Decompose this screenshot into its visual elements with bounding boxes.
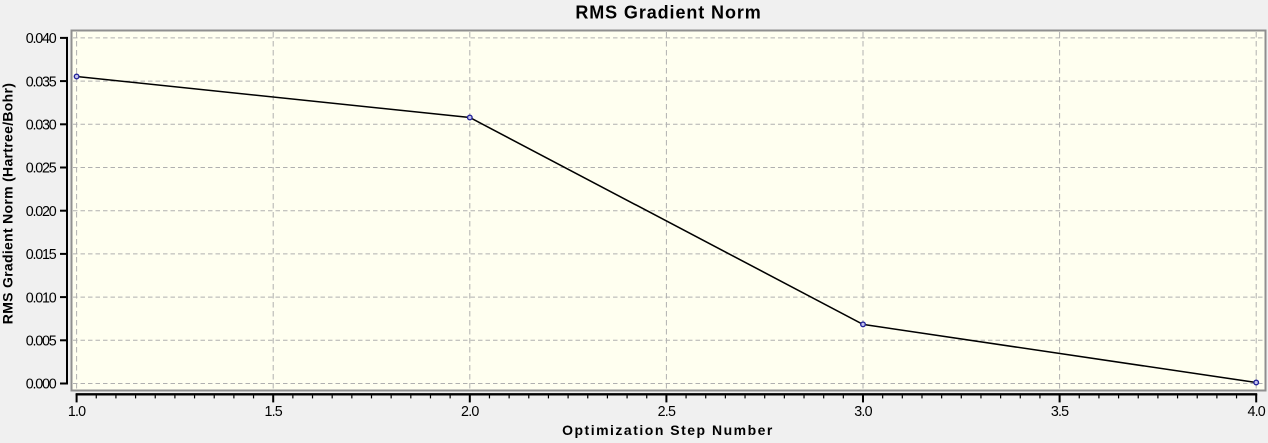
svg-text:Optimization Step Number: Optimization Step Number [562, 422, 774, 438]
svg-text:4.0: 4.0 [1247, 404, 1265, 420]
svg-text:3.0: 3.0 [854, 404, 872, 420]
svg-text:0.005: 0.005 [26, 334, 57, 350]
svg-text:0.000: 0.000 [26, 377, 57, 393]
svg-text:0.010: 0.010 [26, 290, 57, 306]
svg-text:1.5: 1.5 [264, 404, 282, 420]
svg-text:RMS Gradient Norm: RMS Gradient Norm [575, 3, 761, 23]
svg-text:0.025: 0.025 [26, 161, 57, 177]
svg-text:0.040: 0.040 [26, 31, 57, 47]
svg-text:2.0: 2.0 [461, 404, 479, 420]
svg-text:0.015: 0.015 [26, 247, 57, 263]
svg-text:3.5: 3.5 [1051, 404, 1069, 420]
svg-text:RMS Gradient Norm (Hartree/Boh: RMS Gradient Norm (Hartree/Bohr) [0, 83, 16, 324]
svg-text:1.0: 1.0 [68, 404, 86, 420]
svg-text:2.5: 2.5 [658, 404, 676, 420]
svg-text:0.030: 0.030 [26, 118, 57, 134]
svg-text:0.020: 0.020 [26, 204, 57, 220]
svg-text:0.035: 0.035 [26, 74, 57, 90]
